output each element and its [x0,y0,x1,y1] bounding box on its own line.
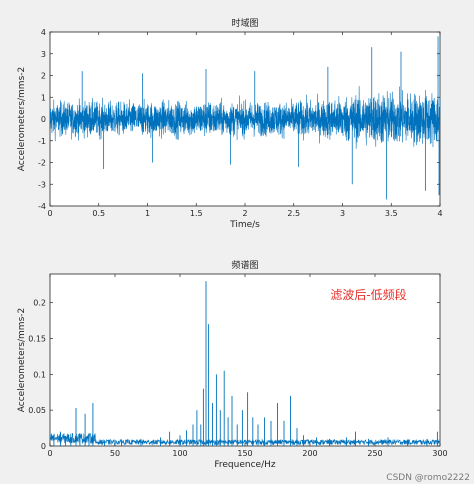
x-tick-label: 300 [432,449,447,458]
y-tick-label: -3 [38,180,46,189]
spectrum-signal [49,281,441,446]
spectrum-ylabel: Accelerometers/mms-2 [17,308,27,412]
x-tick-label: 0.5 [92,209,105,218]
spectrum-annotation: 滤波后-低频段 [330,287,406,302]
spectrum-ticks: 0 50 100 150 200 250 300 0 0.05 0.1 0.15 0.2 [28,274,448,458]
time-domain-ylabel: Accelerometers/mms-2 [17,67,27,171]
y-tick-label: 1 [41,93,46,102]
y-tick-label: 4 [41,28,46,37]
y-tick-label: 2 [41,72,46,81]
x-tick-label: 0 [47,209,52,218]
x-tick-label: 100 [172,449,187,458]
time-domain-ticks: 0 0.5 1 1.5 2 2.5 3 3.5 4 -4 -3 -2 -1 0 1 2 3 4 [38,28,443,218]
spectrum-line [49,433,441,446]
time-domain-xlabel: Time/s [229,220,260,230]
x-tick-label: 150 [237,449,252,458]
x-tick-label: 3.5 [385,209,398,218]
spectrum-plot-area [49,273,441,447]
y-tick-label: 0.2 [33,299,46,308]
x-tick-label: 1 [145,209,150,218]
time-domain-axes: 时域图 Time/s Accelerometers/mms-2 0 0.5 1 1.5… [17,17,443,230]
y-tick-label: 0 [41,442,46,451]
spectrum-xlabel: Frequence/Hz [214,460,276,470]
spectrum-title: 频谱图 [231,259,258,271]
x-tick-label: 250 [367,449,382,458]
x-tick-label: 3 [340,209,345,218]
y-tick-label: 3 [41,50,46,59]
time-domain-signal [49,36,441,200]
x-tick-label: 0 [47,449,52,458]
x-tick-label: 2.5 [287,209,300,218]
y-tick-label: 0 [41,115,46,124]
y-tick-label: 0.05 [28,406,46,415]
x-tick-label: 4 [437,209,442,218]
y-tick-label: 0.15 [28,335,46,344]
x-tick-label: 50 [110,449,120,458]
y-tick-label: -2 [38,159,46,168]
y-tick-label: -1 [38,137,46,146]
y-tick-label: -4 [38,202,46,211]
x-tick-label: 1.5 [190,209,203,218]
y-tick-label: 0.1 [33,370,46,379]
x-tick-label: 200 [302,449,317,458]
time-signal-line [49,86,441,149]
watermark: CSDN @romo2222 [386,473,470,483]
x-tick-label: 2 [242,209,247,218]
spectrum-axes: 频谱图 Frequence/Hz Accelerometers/mms-2 滤波… [17,259,448,470]
time-domain-title: 时域图 [231,17,258,29]
